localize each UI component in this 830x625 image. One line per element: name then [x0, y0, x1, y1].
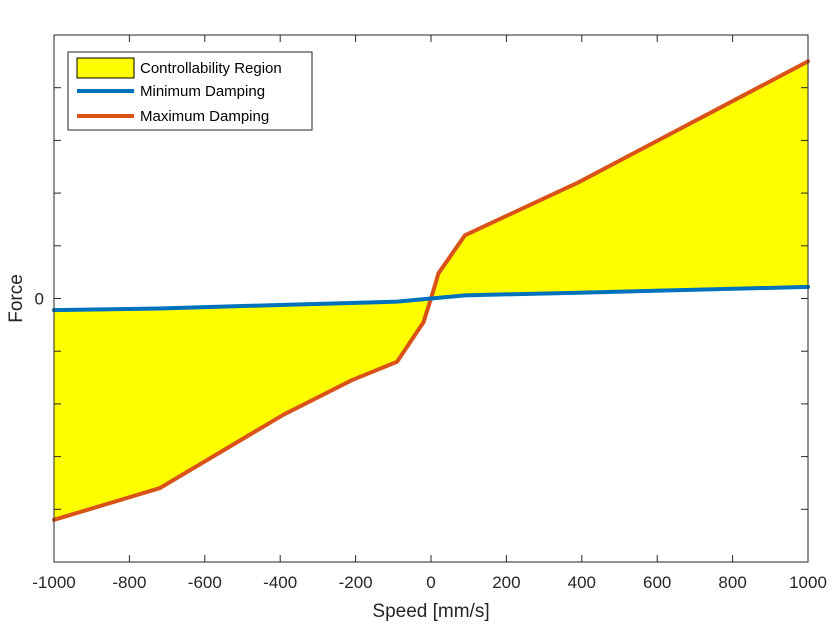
x-tick-label: 600 — [643, 573, 671, 592]
y-axis-label: Force — [6, 274, 27, 323]
legend-label-minimum-damping: Minimum Damping — [140, 83, 265, 100]
x-tick-label: 200 — [492, 573, 520, 592]
x-tick-label: -400 — [263, 573, 297, 592]
axes — [53, 34, 809, 563]
series-line-minimum-damping — [52, 284, 810, 313]
x-tick-label: 1000 — [789, 573, 827, 592]
legend-label-region: Controllability Region — [140, 60, 282, 77]
y-tick-label: 0 — [35, 290, 44, 309]
x-tick-label: 400 — [568, 573, 596, 592]
x-tick-label: -200 — [339, 573, 373, 592]
x-tick-label: -1000 — [32, 573, 75, 592]
x-tick-label: 0 — [426, 573, 435, 592]
x-tick-label: 800 — [718, 573, 746, 592]
legend-swatch-region — [76, 57, 135, 79]
legend-label-maximum-damping: Maximum Damping — [140, 108, 269, 125]
legend: Controllability Region Minimum Damping M… — [67, 51, 313, 131]
x-tick-label: -600 — [188, 573, 222, 592]
x-axis-label: Speed [mm/s] — [372, 601, 489, 622]
x-tick-label: -800 — [112, 573, 146, 592]
plot-area — [52, 59, 810, 522]
series-line-maximum-damping — [52, 59, 810, 522]
tick-labels: -1000 -800 -600 -400 -200 0 200 400 600 800 1000 0 — [32, 290, 827, 593]
controllability-region — [54, 61, 808, 520]
